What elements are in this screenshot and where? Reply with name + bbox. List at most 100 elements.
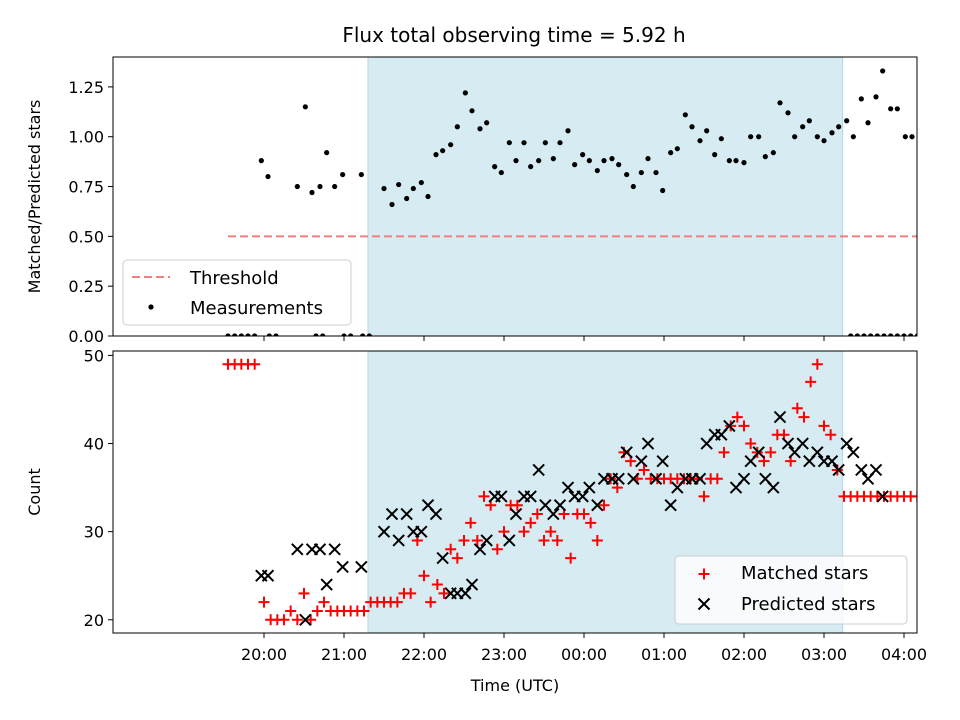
matched-star-point [405,587,417,599]
matched-star-point [598,499,610,511]
y-tick-label: 1.00 [68,128,104,147]
measurement-point [836,124,842,130]
y-tick-label: 0.25 [68,277,104,296]
measurement-point [601,158,607,164]
measurement-point [733,158,739,164]
measurement-point [594,167,600,174]
measurement-point [682,112,688,118]
measurement-point [572,162,578,168]
measurement-point [748,134,754,140]
y-tick-label: 0.50 [68,227,104,246]
predicted-star-point [480,534,493,547]
predicted-star-point [796,437,809,450]
predicted-star-point [495,490,508,503]
matched-star-point [291,614,303,626]
axes-frame [112,350,918,634]
measurement-point [462,90,468,96]
predicted-star-point [876,490,889,503]
measurement-point [908,333,914,336]
measurement-point [762,154,768,160]
predicted-star-point [524,490,537,503]
measurement-point [317,183,323,190]
x-tick-label: 22:00 [401,645,447,664]
predicted-star-point [855,463,868,477]
measurement-point [800,124,806,130]
y-tick-label: 0.00 [68,327,104,346]
legend-measurement-swatch [148,304,154,310]
matched-star-point [718,446,730,458]
predicted-star-point [641,437,655,450]
matched-star-point [818,420,830,432]
measurement-point [358,171,364,178]
predicted-star-point [693,472,707,485]
matched-star-point [798,411,810,423]
plot-area [222,358,950,626]
matched-star-point [811,358,823,370]
legend-threshold-label: Threshold [189,268,279,289]
matched-star-point [911,490,917,502]
matched-star-point [431,579,443,591]
legend-box [674,555,908,625]
predicted-star-point [459,587,472,600]
predicted-star-point [385,507,399,521]
matched-star-point [391,596,403,608]
predicted-star-point [503,534,516,547]
matched-star-point [311,605,323,617]
measurement-point [536,158,542,164]
measurement-point [302,104,308,110]
matched-star-point [471,534,483,546]
matched-star-point [738,420,750,432]
predicted-star-point [583,481,596,494]
measurement-point [901,333,907,336]
measurement-point [273,333,279,336]
x-tick-label: 20:00 [241,645,287,664]
matched-star-point [518,526,530,538]
measurement-point [792,134,798,140]
y-tick-label: 30 [84,523,104,542]
y-axis-label: Count [25,468,44,516]
measurement-point [396,181,402,188]
measurement-point [340,171,346,178]
matched-star-point [258,596,270,608]
measurement-point [252,333,258,336]
matched-star-point [491,543,503,555]
matched-star-point [939,491,950,502]
predicted-star-point [576,490,589,503]
predicted-star-point [429,507,443,521]
matched-star-point [478,490,490,502]
legend: Threshold Measurements [122,259,352,326]
measurement-point [645,156,651,162]
matched-star-point [451,552,463,564]
matched-star-point [919,491,930,502]
measurement-point [850,134,856,140]
measurement-point [528,164,534,170]
matched-star-point [305,614,317,626]
measurement-point [225,333,231,336]
matched-star-point [425,596,437,608]
measurement-point [668,150,674,156]
predicted-star-point [832,463,845,477]
matched-star-point [298,587,310,599]
matched-star-point [791,402,803,414]
measurement-point [861,333,867,336]
measurement-point [718,136,724,142]
measurement-point [712,152,718,158]
matched-star-point [511,499,523,511]
predicted-star-point [737,472,751,485]
predicted-star-point [313,543,327,556]
measurement-point [660,187,666,194]
measurement-point [477,126,483,132]
x-tick-label: 03:00 [801,645,847,664]
measurement-point [433,152,439,158]
x-tick-label: 21:00 [321,645,367,664]
measurement-point [894,333,900,336]
predicted-star-point [591,499,604,512]
measurement-point [448,142,454,148]
predicted-star-point [811,446,824,459]
measurement-point [484,120,490,126]
measurement-point [894,106,900,112]
predicted-star-point [509,507,523,521]
measurement-point [469,108,475,114]
measurement-point [381,185,387,192]
predicted-star-point [415,525,428,538]
